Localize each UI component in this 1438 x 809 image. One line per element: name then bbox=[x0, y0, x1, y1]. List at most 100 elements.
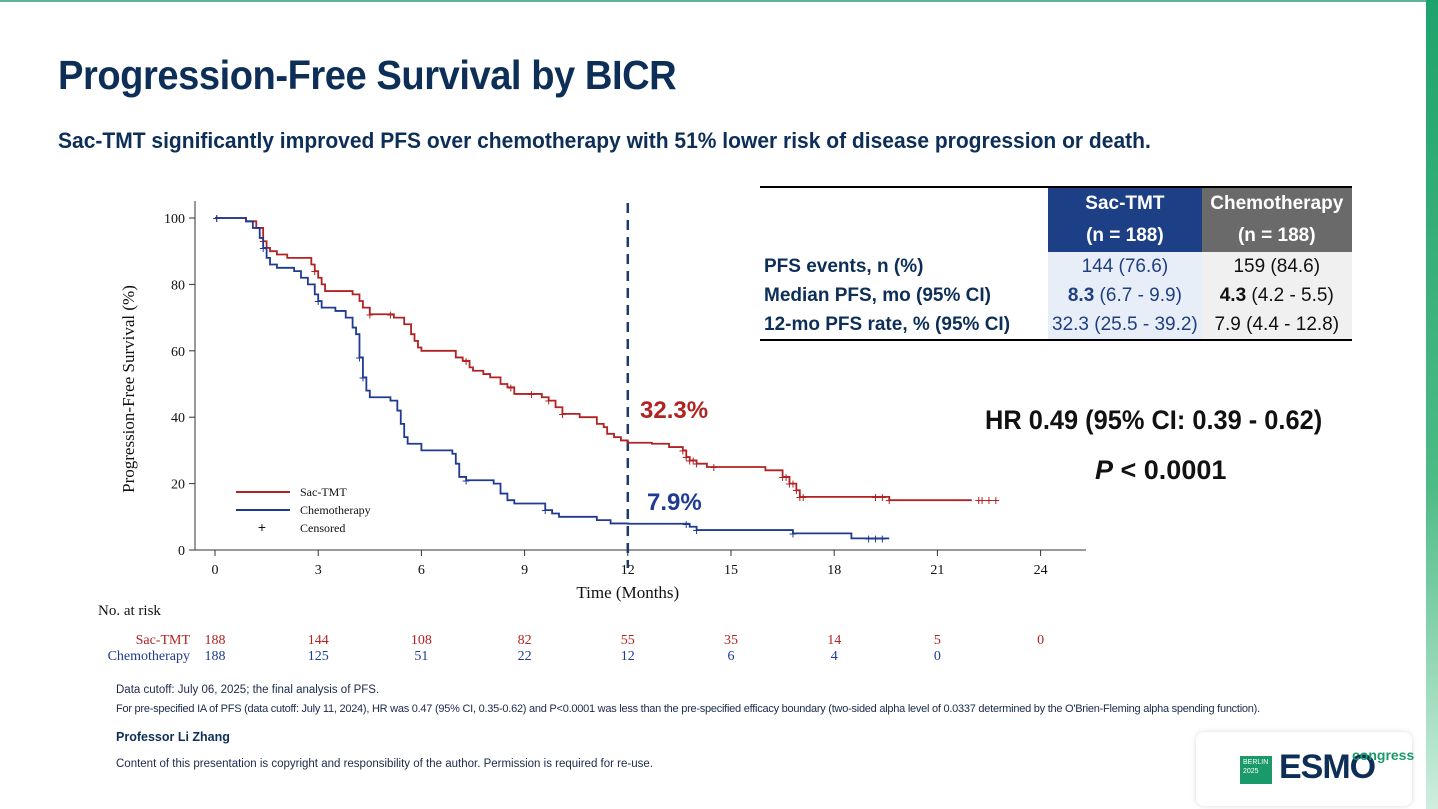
censor-mark: + bbox=[978, 492, 986, 508]
stats-cell-chemo: 159 (84.6) bbox=[1201, 252, 1352, 281]
stats-cell-bold: 4.3 bbox=[1219, 284, 1247, 306]
stats-table: Sac-TMT Chemotherapy (n = 188) (n = 188)… bbox=[760, 186, 1352, 341]
stats-row: PFS events, n (%) 144 (76.6) 159 (84.6) bbox=[760, 252, 1352, 281]
censor-mark: + bbox=[785, 476, 793, 492]
km-curve-0 bbox=[215, 217, 972, 502]
censor-mark: + bbox=[359, 369, 367, 385]
y-tick-label: 80 bbox=[171, 278, 185, 293]
censor-mark: + bbox=[878, 530, 886, 546]
p-value-text: < 0.0001 bbox=[1113, 455, 1227, 485]
risk-value: 22 bbox=[518, 649, 532, 664]
stats-row-label: 12-mo PFS rate, % (95% CI) bbox=[760, 310, 1048, 341]
censor-mark: + bbox=[355, 349, 363, 365]
censor-mark: + bbox=[871, 489, 879, 505]
y-tick-label: 0 bbox=[178, 544, 185, 559]
censor-mark: + bbox=[462, 472, 470, 488]
censor-mark: + bbox=[992, 492, 1000, 508]
stats-cell-chemo: 7.9 (4.4 - 12.8) bbox=[1201, 310, 1352, 341]
legend-censor-mark: + bbox=[258, 519, 266, 535]
copyright-notice: Content of this presentation is copyrigh… bbox=[116, 758, 653, 770]
right-accent-bar bbox=[1426, 0, 1438, 809]
censor-mark: + bbox=[689, 452, 697, 468]
censor-mark: + bbox=[792, 482, 800, 498]
censor-mark: + bbox=[558, 406, 566, 422]
censor-mark: + bbox=[314, 293, 322, 309]
censor-mark: + bbox=[366, 306, 374, 322]
censor-mark: + bbox=[782, 469, 790, 485]
x-axis-title: Time (Months) bbox=[576, 583, 679, 602]
stats-cell-value: (4.2 - 5.5) bbox=[1246, 284, 1334, 306]
censor-mark: + bbox=[710, 459, 718, 475]
p-symbol: P bbox=[1095, 455, 1114, 485]
stats-cell-value: 144 (76.6) bbox=[1081, 255, 1169, 277]
risk-value: 12 bbox=[621, 649, 635, 664]
x-tick-label: 21 bbox=[930, 563, 944, 578]
x-tick-label: 9 bbox=[521, 563, 528, 578]
stats-row-label: Median PFS, mo (95% CI) bbox=[764, 284, 991, 306]
risk-value: 5 bbox=[934, 633, 941, 648]
risk-value: 82 bbox=[518, 633, 532, 648]
censor-mark: + bbox=[507, 379, 515, 395]
stats-row-label: PFS events, n (%) bbox=[764, 255, 924, 277]
logo-city-badge: BERLIN 2025 bbox=[1240, 756, 1272, 784]
risk-value: 6 bbox=[728, 649, 735, 664]
censor-mark: + bbox=[975, 492, 983, 508]
risk-value: 51 bbox=[414, 649, 428, 664]
risk-value: 35 bbox=[724, 633, 738, 648]
censor-mark: + bbox=[799, 489, 807, 505]
stats-cell-chemo: 4.3 (4.2 - 5.5) bbox=[1201, 281, 1352, 310]
censor-mark: + bbox=[779, 469, 787, 485]
censor-mark: + bbox=[796, 489, 804, 505]
stats-cell-value: 7.9 (4.4 - 12.8) bbox=[1214, 313, 1340, 335]
top-accent-line bbox=[0, 0, 1426, 2]
stats-cell-sac: 144 (76.6) bbox=[1048, 252, 1202, 281]
y-axis-title: Progression-Free Survival (%) bbox=[119, 285, 138, 493]
stats-header-sac-n: (n = 188) bbox=[1048, 220, 1202, 252]
risk-value: 188 bbox=[205, 649, 226, 664]
stats-row: 12-mo PFS rate, % (95% CI) 32.3 (25.5 - … bbox=[760, 310, 1352, 341]
stats-header-blank bbox=[760, 220, 1048, 252]
x-tick-label: 0 bbox=[212, 563, 219, 578]
risk-row-label: Sac-TMT bbox=[136, 633, 191, 648]
censor-mark: + bbox=[885, 492, 893, 508]
logo-congress: congress bbox=[1352, 747, 1415, 763]
censor-mark: + bbox=[462, 353, 470, 369]
risk-value: 188 bbox=[205, 633, 226, 648]
x-tick-label: 24 bbox=[1034, 563, 1048, 578]
stats-header-blank bbox=[760, 186, 1048, 220]
km-curve-1 bbox=[215, 217, 890, 540]
x-tick-label: 12 bbox=[621, 563, 635, 578]
censor-mark: + bbox=[789, 476, 797, 492]
censor-mark: + bbox=[545, 393, 553, 409]
risk-value: 125 bbox=[308, 649, 329, 664]
stats-header-chemo-n: (n = 188) bbox=[1201, 220, 1352, 252]
legend-label-sac-tmt: Sac-TMT bbox=[300, 485, 347, 499]
legend-label-chemo: Chemotherapy bbox=[300, 503, 371, 517]
censor-mark: + bbox=[865, 530, 873, 546]
stats-cell-value: 159 (84.6) bbox=[1233, 255, 1321, 277]
censor-mark: + bbox=[985, 492, 993, 508]
presenter-name: Professor Li Zhang bbox=[116, 730, 230, 744]
risk-value: 4 bbox=[831, 649, 838, 664]
stats-row: Median PFS, mo (95% CI) 8.3 (6.7 - 9.9) … bbox=[760, 281, 1352, 310]
logo-year: 2025 bbox=[1243, 768, 1259, 775]
stats-header-sac: Sac-TMT bbox=[1048, 186, 1202, 220]
risk-value: 14 bbox=[827, 633, 841, 648]
censor-mark: + bbox=[527, 386, 535, 402]
footnote-interim: For pre-specified IA of PFS (data cutoff… bbox=[116, 703, 1260, 715]
y-tick-label: 40 bbox=[171, 411, 185, 426]
censor-mark: + bbox=[386, 306, 394, 322]
y-tick-label: 60 bbox=[171, 345, 185, 360]
risk-value: 108 bbox=[411, 633, 432, 648]
slide-subtitle: Sac-TMT significantly improved PFS over … bbox=[58, 128, 1151, 153]
annotation-sac-tmt: 32.3% bbox=[640, 397, 708, 424]
risk-table-title: No. at risk bbox=[98, 603, 161, 619]
censor-mark: + bbox=[682, 449, 690, 465]
stats-cell-sac: 8.3 (6.7 - 9.9) bbox=[1048, 281, 1202, 310]
p-value: P < 0.0001 bbox=[1095, 455, 1226, 486]
x-tick-label: 6 bbox=[418, 563, 425, 578]
x-tick-label: 3 bbox=[315, 563, 322, 578]
stats-cell-bold: 8.3 bbox=[1067, 284, 1095, 306]
risk-value: 55 bbox=[621, 633, 635, 648]
y-tick-label: 100 bbox=[164, 212, 185, 227]
